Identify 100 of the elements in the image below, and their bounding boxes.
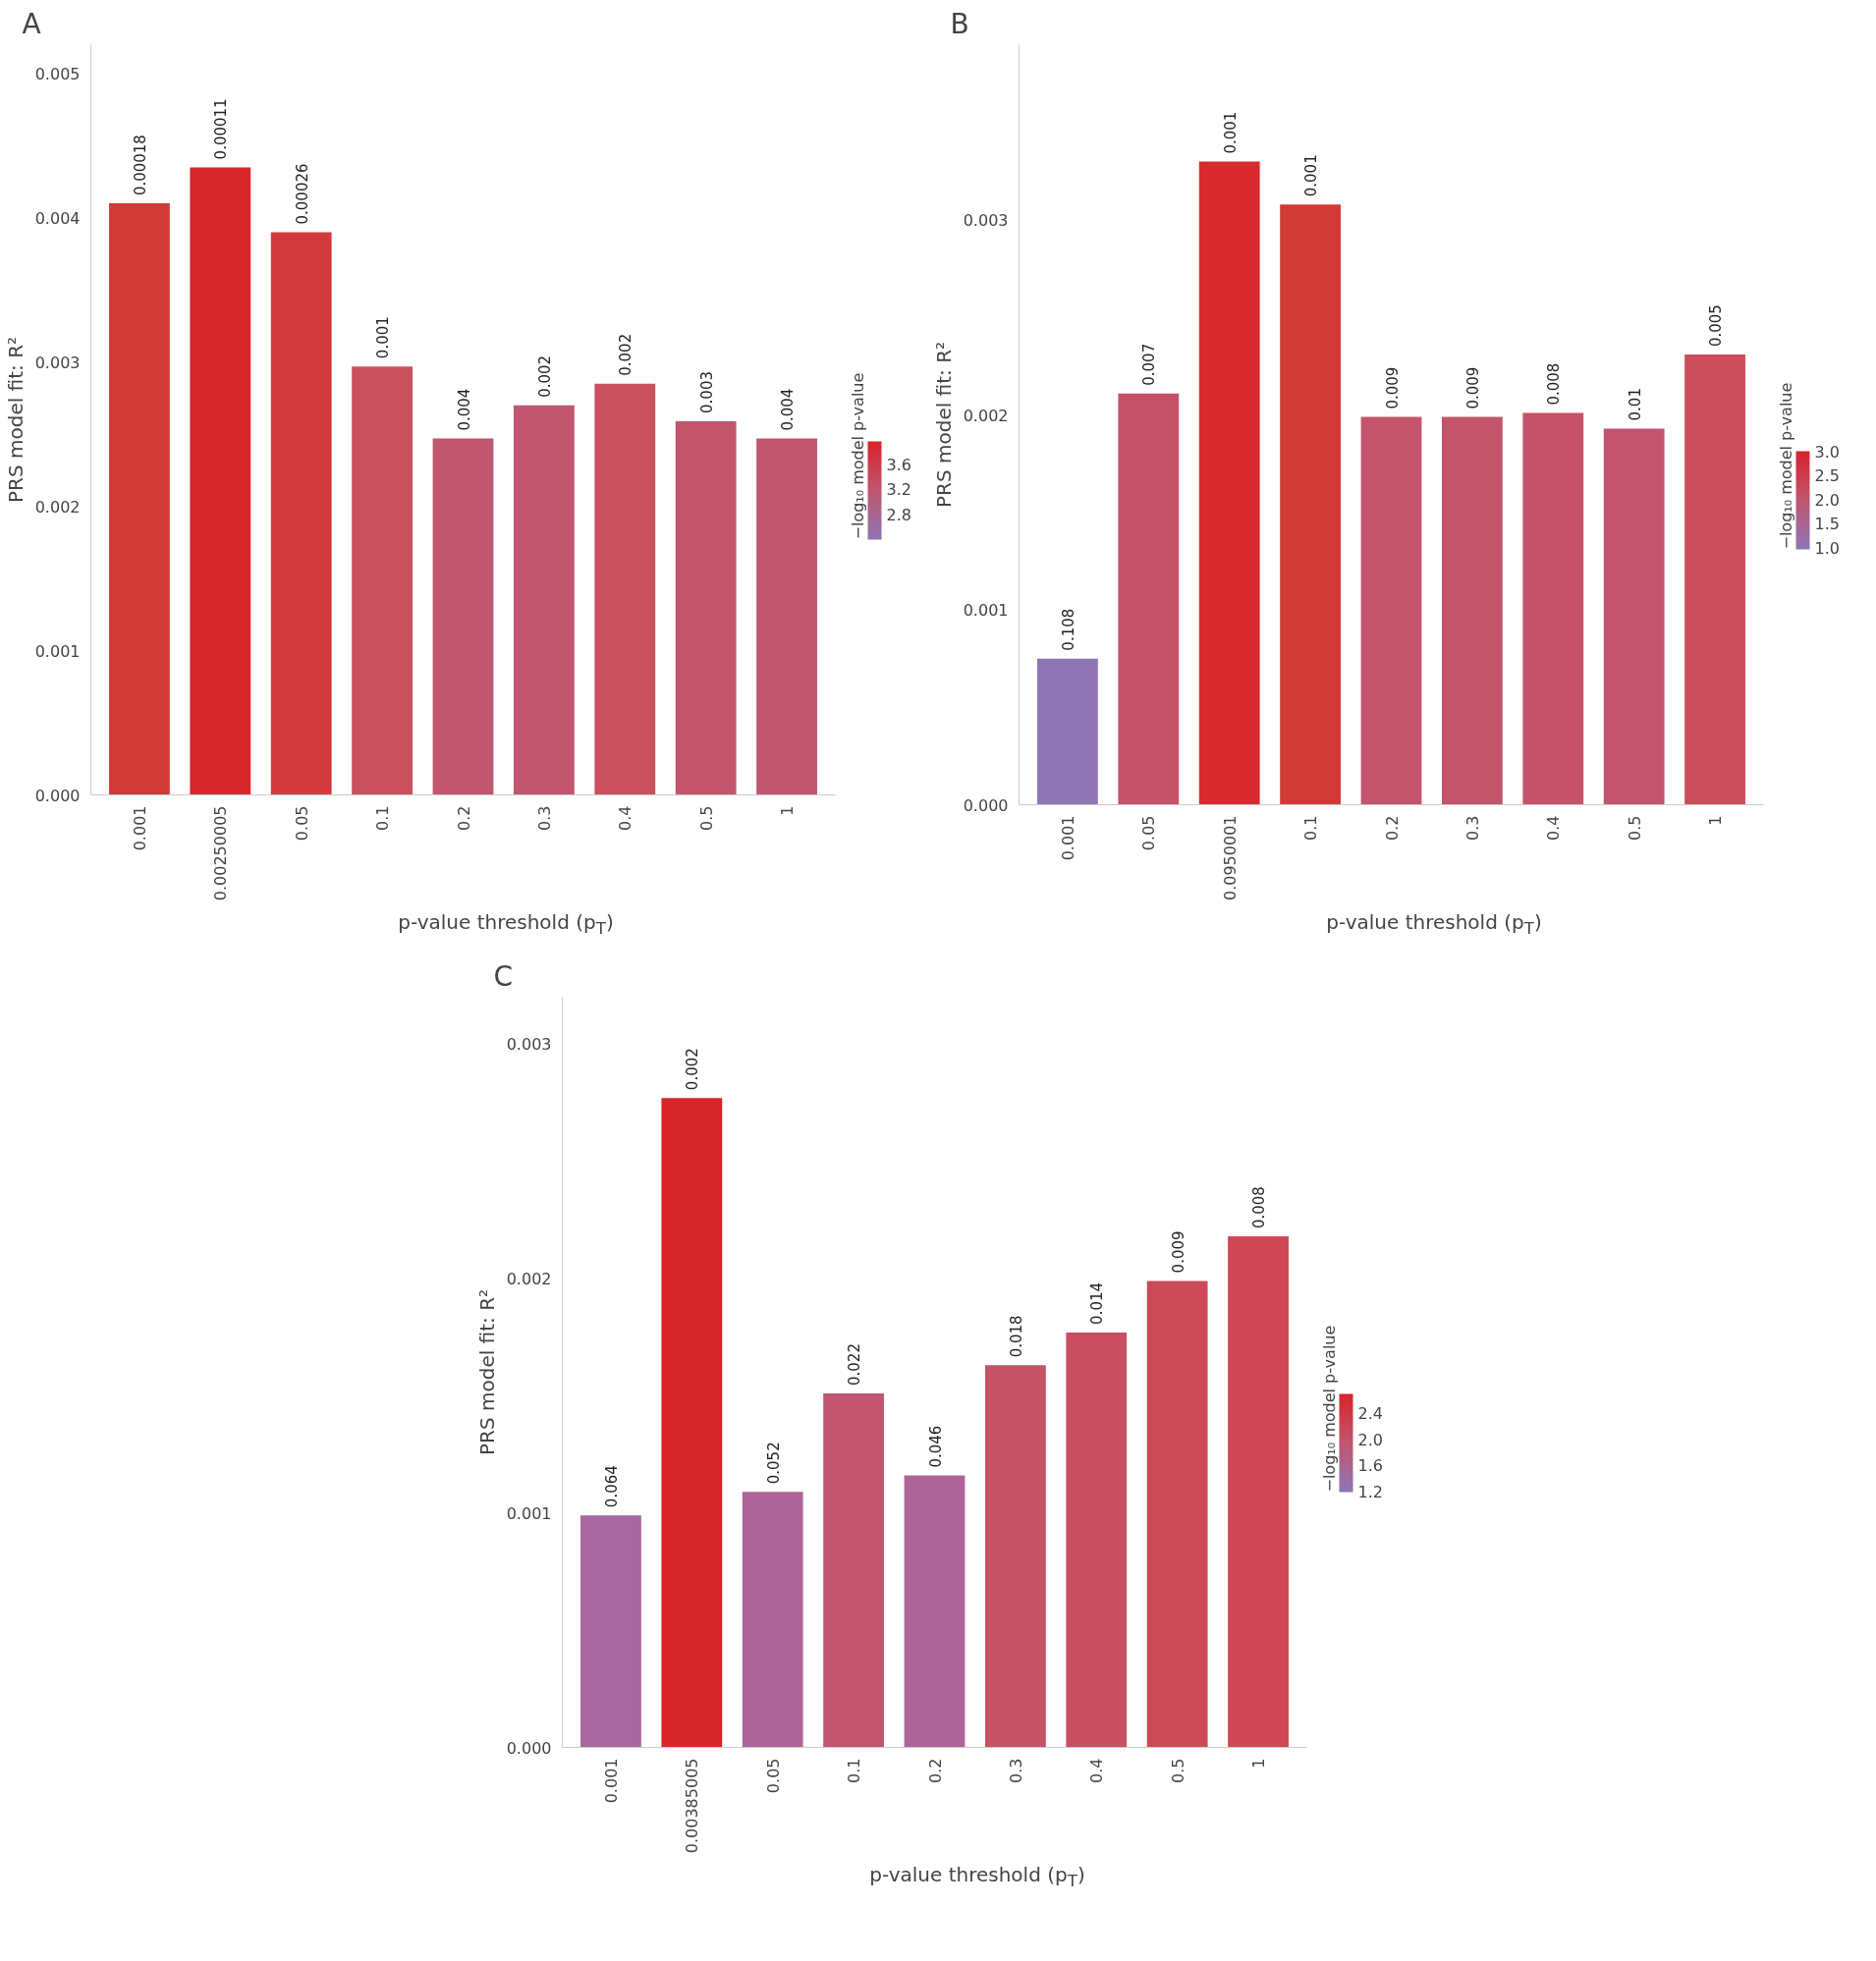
y-tick-label: 0.001: [34, 641, 81, 661]
x-tick-label: 0.1: [373, 805, 393, 831]
bar: [1228, 1236, 1289, 1748]
color-bar-label: 2.0: [1357, 1430, 1383, 1449]
y-axis-title: PRS model fit: R²: [3, 336, 28, 504]
annotation: 0.004: [779, 388, 798, 431]
annotation: 0.008: [1545, 362, 1564, 406]
x-tick-label: 0.001: [130, 805, 149, 851]
y-tick-label: 0.003: [963, 211, 1009, 231]
x-tick-label: 0.3: [534, 805, 554, 831]
annotation: 0.01: [1626, 388, 1644, 421]
y-tick-label: 0.002: [963, 406, 1009, 425]
bar: [1684, 354, 1745, 805]
color-bar-label: 1.5: [1814, 515, 1840, 534]
y-tick-label: 0.002: [34, 497, 81, 517]
bar: [904, 1475, 966, 1748]
x-tick-label: 0.00250005: [211, 805, 231, 901]
x-tick-label: 0.001: [1058, 815, 1077, 861]
color-bar-title: −log₁₀ model p-value: [1776, 382, 1795, 550]
bar: [661, 1098, 723, 1748]
x-axis-title: p-value threshold (p$_{T}$): [398, 909, 614, 940]
x-tick-label: 0.5: [1625, 815, 1644, 841]
bar: [432, 438, 494, 795]
color-bar-title: −log₁₀ model p-value: [848, 372, 867, 540]
y-tick-label: 0.001: [506, 1503, 552, 1523]
bar: [270, 232, 332, 795]
bar: [1441, 416, 1503, 805]
annotation: 0.009: [1383, 366, 1402, 409]
color-bar-label: 3.6: [886, 455, 911, 474]
annotation: 0.064: [602, 1465, 621, 1508]
bar: [352, 366, 414, 795]
color-bar-title: −log₁₀ model p-value: [1319, 1325, 1339, 1493]
chart-title: A: [22, 7, 41, 40]
color-bar-label: 1.6: [1357, 1456, 1383, 1476]
y-tick-label: 0.003: [34, 353, 81, 372]
y-axis-title: PRS model fit: R²: [931, 341, 956, 509]
x-tick-label: 0.3: [1462, 815, 1482, 841]
bar: [1280, 204, 1342, 805]
x-tick-label: 0.2: [1382, 815, 1402, 841]
y-tick-label: 0.001: [963, 601, 1009, 621]
bar: [190, 167, 251, 795]
bar: [513, 405, 575, 795]
bar: [675, 420, 737, 795]
color-bar-label: 2.8: [886, 505, 911, 524]
annotation: 0.002: [617, 333, 635, 376]
annotation: 0.052: [764, 1442, 783, 1485]
x-axis-title: p-value threshold (p$_{T}$): [869, 1862, 1085, 1892]
annotation: 0.00018: [131, 135, 149, 196]
annotation: 0.001: [1221, 111, 1240, 154]
bar: [756, 438, 817, 795]
bar: [1037, 658, 1098, 805]
y-tick-label: 0.005: [34, 64, 81, 83]
bar: [1146, 1280, 1208, 1748]
bar: [1198, 161, 1260, 805]
color-bar-label: 3.0: [1814, 442, 1840, 462]
annotation: 0.008: [1250, 1186, 1269, 1229]
bar: [823, 1392, 885, 1748]
y-tick-label: 0.004: [34, 208, 81, 228]
annotation: 0.009: [1463, 366, 1482, 409]
x-tick-label: 0.05: [1139, 815, 1159, 851]
bar: [1522, 412, 1584, 805]
annotation: 0.009: [1169, 1230, 1187, 1274]
x-tick-label: 0.0950001: [1220, 815, 1240, 901]
color-bar-label: 2.0: [1814, 490, 1840, 510]
color-bar-label: 1.2: [1357, 1482, 1383, 1501]
x-tick-label: 0.5: [1168, 1758, 1187, 1783]
annotation: 0.003: [697, 371, 716, 413]
x-tick-label: 0.4: [1087, 1758, 1107, 1783]
bar: [1603, 428, 1665, 805]
x-tick-label: 0.2: [454, 805, 473, 831]
y-axis-title: PRS model fit: R²: [474, 1288, 499, 1456]
annotation: 0.001: [374, 316, 393, 359]
x-tick-label: 1: [778, 805, 798, 816]
annotation: 0.018: [1007, 1315, 1025, 1358]
annotation: 0.004: [455, 388, 473, 431]
annotation: 0.007: [1140, 343, 1159, 386]
annotation: 0.001: [1302, 154, 1321, 197]
x-tick-label: 0.4: [1544, 815, 1564, 841]
x-tick-label: 0.3: [1006, 1758, 1025, 1783]
bar: [742, 1492, 803, 1748]
x-tick-label: 1: [1249, 1758, 1269, 1769]
color-bar-label: 2.5: [1814, 466, 1840, 486]
annotation: 0.014: [1088, 1281, 1107, 1325]
annotation: 0.00026: [293, 163, 311, 225]
y-tick-label: 0.003: [506, 1035, 552, 1055]
annotation: 0.022: [846, 1343, 864, 1386]
bar: [580, 1515, 641, 1748]
annotation: 0.046: [926, 1425, 945, 1468]
x-tick-label: 0.05: [292, 805, 311, 842]
bar: [1066, 1332, 1128, 1748]
x-tick-label: 0.00385005: [683, 1758, 702, 1854]
bar: [109, 203, 170, 795]
x-tick-label: 0.4: [616, 805, 635, 831]
y-tick-label: 0.000: [963, 795, 1009, 815]
annotation: 0.002: [684, 1048, 702, 1091]
y-tick-label: 0.000: [506, 1738, 552, 1758]
bar: [1118, 393, 1180, 805]
annotation: 0.005: [1707, 304, 1726, 348]
annotation: 0.00011: [212, 98, 231, 160]
y-tick-label: 0.002: [506, 1270, 552, 1288]
